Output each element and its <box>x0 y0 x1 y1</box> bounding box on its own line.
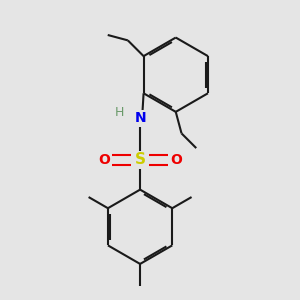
Text: S: S <box>135 152 146 167</box>
Text: H: H <box>115 106 124 119</box>
Text: O: O <box>98 153 110 167</box>
Text: N: N <box>134 111 146 125</box>
Text: O: O <box>170 153 182 167</box>
